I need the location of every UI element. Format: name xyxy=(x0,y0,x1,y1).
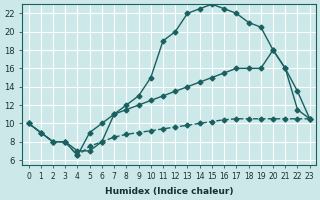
X-axis label: Humidex (Indice chaleur): Humidex (Indice chaleur) xyxy=(105,187,233,196)
